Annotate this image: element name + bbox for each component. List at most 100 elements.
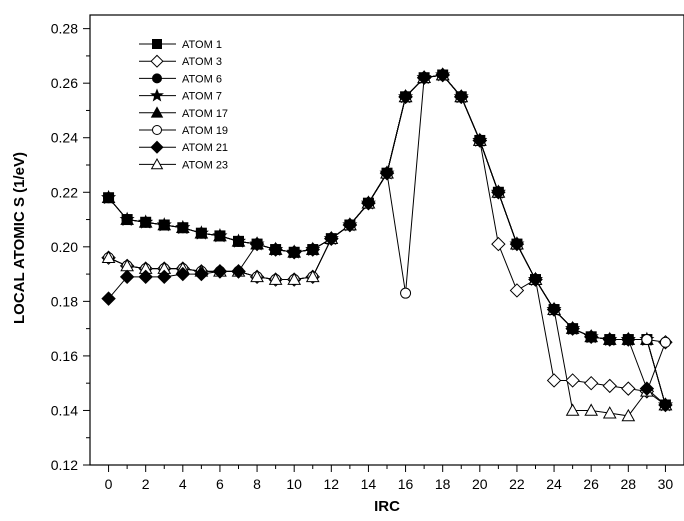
- y-tick-label: 0.12: [51, 457, 78, 473]
- legend-label: ATOM 1: [182, 39, 222, 51]
- y-tick-label: 0.22: [51, 184, 78, 200]
- legend-item: ATOM 19: [139, 125, 228, 137]
- data-point: [231, 234, 246, 247]
- x-tick-label: 6: [216, 476, 224, 492]
- data-point: [213, 228, 227, 242]
- data-point: [212, 264, 228, 279]
- data-point: [583, 329, 599, 345]
- legend-label: ATOM 3: [182, 56, 222, 68]
- y-tick-label: 0.18: [51, 293, 78, 309]
- data-point: [152, 125, 162, 135]
- data-point: [454, 89, 469, 105]
- data-point: [157, 217, 172, 231]
- data-point: [584, 403, 599, 416]
- x-tick-label: 30: [658, 476, 674, 492]
- legend: ATOM 1 ATOM 3 ATOM 6 ATOM 7 ATOM 17 ATOM 19 AT…: [139, 39, 228, 171]
- data-point: [546, 373, 562, 388]
- data-point: [621, 332, 636, 347]
- data-point: [416, 70, 432, 85]
- legend-item: ATOM 17: [139, 106, 228, 120]
- data-point: [342, 217, 358, 233]
- data-point: [152, 73, 162, 84]
- data-point: [305, 269, 320, 283]
- data-point: [565, 403, 580, 416]
- data-point: [379, 165, 395, 181]
- legend-label: ATOM 17: [182, 108, 228, 120]
- data-point: [621, 381, 636, 396]
- legend-item: ATOM 7: [139, 88, 222, 103]
- data-point: [658, 397, 673, 413]
- data-point: [268, 242, 283, 257]
- legend-label: ATOM 21: [182, 142, 228, 154]
- data-point: [101, 250, 116, 264]
- data-point: [400, 287, 412, 299]
- x-tick-label: 20: [472, 476, 488, 492]
- y-tick-label: 0.14: [51, 402, 78, 418]
- y-tick-label: 0.16: [51, 348, 78, 364]
- data-point: [602, 332, 617, 347]
- data-point: [286, 245, 302, 260]
- data-point: [175, 220, 190, 234]
- data-point: [138, 269, 153, 285]
- legend-item: ATOM 23: [139, 157, 228, 171]
- x-tick-label: 28: [621, 476, 637, 492]
- data-point: [361, 195, 376, 211]
- x-tick-label: 14: [361, 476, 377, 492]
- x-axis-title: IRC: [374, 498, 400, 515]
- legend-label: ATOM 6: [182, 73, 222, 85]
- data-point: [194, 226, 209, 239]
- data-point: [491, 185, 506, 200]
- data-point: [152, 39, 162, 49]
- series-markers-atom-21: [101, 67, 673, 413]
- data-point: [324, 231, 339, 246]
- data-point: [175, 266, 191, 282]
- x-tick-label: 10: [286, 476, 302, 492]
- data-point: [491, 236, 506, 252]
- data-point: [150, 106, 164, 118]
- data-point: [621, 408, 636, 422]
- legend-item: ATOM 3: [139, 54, 222, 68]
- x-tick-label: 18: [435, 476, 451, 492]
- data-point: [305, 242, 320, 257]
- y-tick-label: 0.20: [51, 239, 78, 255]
- x-tick-label: 0: [105, 476, 113, 492]
- data-point: [528, 272, 543, 287]
- x-tick-label: 2: [142, 476, 150, 492]
- data-point: [250, 269, 264, 283]
- data-point: [231, 264, 246, 279]
- data-point: [565, 321, 580, 336]
- x-tick-label: 22: [509, 476, 525, 492]
- legend-label: ATOM 23: [182, 159, 228, 171]
- data-point: [150, 88, 164, 102]
- data-point: [472, 133, 488, 148]
- data-point: [157, 269, 172, 285]
- legend-item: ATOM 21: [139, 140, 228, 154]
- data-point: [119, 269, 135, 285]
- x-tick-label: 26: [583, 476, 599, 492]
- y-tick-label: 0.24: [51, 130, 78, 146]
- data-point: [287, 272, 302, 285]
- data-point: [602, 378, 617, 394]
- y-tick-label: 0.28: [51, 21, 78, 37]
- data-point: [194, 266, 209, 282]
- x-tick-label: 24: [546, 476, 562, 492]
- data-point: [249, 236, 265, 252]
- data-point: [565, 373, 580, 388]
- axes: 0 2 4 6 8 10 12 14 16 18 20 22 24 26 28 300.120.140.160…: [51, 14, 684, 492]
- data-point: [398, 89, 413, 105]
- legend-label: ATOM 7: [182, 91, 222, 103]
- data-point: [150, 140, 164, 154]
- y-axis-title: LOCAL ATOMIC S (1/eV): [11, 152, 28, 324]
- data-point: [639, 381, 655, 396]
- y-tick-label: 0.26: [51, 75, 78, 91]
- data-point: [150, 157, 164, 170]
- legend-label: ATOM 19: [182, 125, 228, 137]
- data-point: [641, 334, 653, 346]
- data-point: [546, 302, 562, 317]
- x-tick-label: 4: [179, 476, 187, 492]
- data-point: [435, 67, 450, 83]
- data-point: [101, 190, 116, 204]
- x-tick-label: 8: [253, 476, 261, 492]
- x-tick-label: 16: [398, 476, 414, 492]
